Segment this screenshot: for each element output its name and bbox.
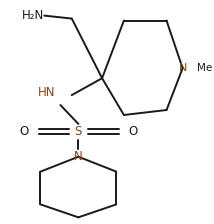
- Text: Me: Me: [197, 63, 212, 73]
- Text: S: S: [75, 125, 82, 138]
- Text: O: O: [20, 125, 29, 138]
- Text: N: N: [74, 150, 83, 163]
- Text: O: O: [129, 125, 138, 138]
- Text: H₂N: H₂N: [22, 9, 44, 22]
- Text: HN: HN: [37, 86, 55, 99]
- Text: N: N: [178, 63, 187, 73]
